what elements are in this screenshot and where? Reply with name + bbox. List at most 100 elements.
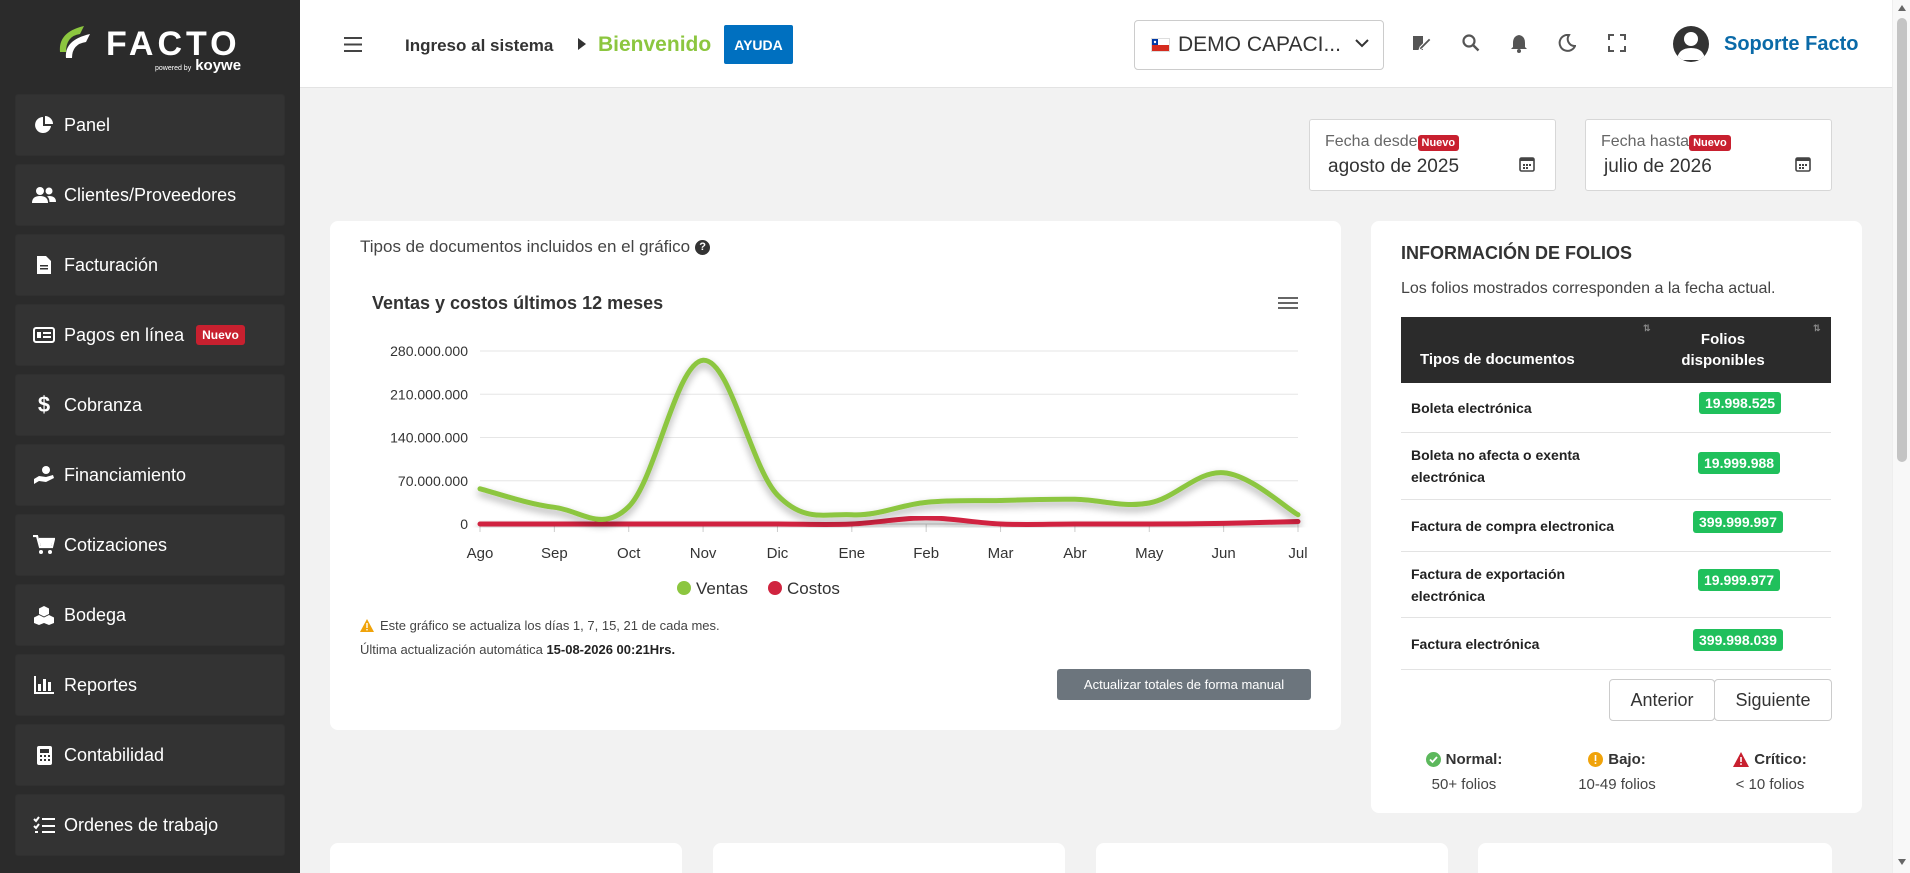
sort-icon[interactable]: ⇅ [1813, 323, 1821, 333]
legend-title: Crítico: [1754, 751, 1807, 768]
col-header-available[interactable]: Folios disponibles [1681, 331, 1765, 369]
table-row: Factura electrónica 399.998.039 [1401, 618, 1831, 670]
legend-desc: 50+ folios [1431, 776, 1497, 793]
sidebar-item-label: Clientes/Proveedores [64, 184, 237, 205]
task-list-icon [31, 814, 57, 836]
doc-types-filter[interactable]: Tipos de documentos incluidos en el gráf… [360, 237, 711, 257]
folio-count-badge: 399.999.997 [1693, 511, 1783, 533]
y-tick-label: 0 [460, 516, 468, 532]
scroll-up-icon[interactable] [1897, 4, 1907, 12]
summary-card [330, 843, 682, 873]
sidebar-item-label: Ordenes de trabajo [64, 814, 219, 835]
breadcrumb-root[interactable]: Ingreso al sistema [405, 36, 554, 55]
brand-partner: powered by koywe [155, 57, 242, 74]
table-row: Factura de exportación electrónica 19.99… [1401, 552, 1831, 618]
document-icon [31, 254, 57, 276]
sidebar-item-clientes[interactable]: Clientes/Proveedores [15, 164, 285, 226]
series-line-costos [477, 515, 1301, 527]
help-button[interactable]: AYUDA [724, 25, 793, 64]
calendar-icon[interactable] [1519, 156, 1535, 172]
table-row: Factura de compra electronica 399.999.99… [1401, 500, 1831, 552]
x-tick-label: Jun [1212, 545, 1236, 562]
sidebar-item-label: Pagos en línea [64, 324, 185, 345]
date-to-field[interactable]: Fecha hasta Nuevo julio de 2026 [1585, 119, 1832, 191]
folios-card: INFORMACIÓN DE FOLIOS Los folios mostrad… [1371, 221, 1862, 813]
doc-type-name: Factura electrónica [1411, 636, 1540, 652]
scroll-down-icon[interactable] [1897, 858, 1907, 866]
search-icon[interactable] [1462, 34, 1480, 52]
sidebar-item-label: Panel [64, 114, 111, 135]
line-chart: 0 70.000.000 140.000.000 210.000.000 280.000… [390, 343, 1307, 598]
doc-type-name: Factura de exportación electrónica [1411, 566, 1566, 604]
sidebar-item-financiamiento[interactable]: Financiamiento [15, 444, 285, 506]
table-row: Boleta no afecta o exenta electrónica 19… [1401, 433, 1831, 500]
brand-name: FACTO [106, 24, 241, 63]
help-question-icon[interactable]: ? [695, 239, 711, 255]
chile-flag-icon [1151, 38, 1170, 52]
summary-card [713, 843, 1065, 873]
moon-icon[interactable] [1558, 34, 1576, 52]
edit-document-icon[interactable] [1412, 34, 1432, 52]
sidebar-item-label: Reportes [64, 674, 138, 695]
legend-label-ventas: Ventas [696, 579, 748, 598]
summary-card [1478, 843, 1832, 873]
manual-update-button[interactable]: Actualizar totales de forma manual [1057, 669, 1311, 700]
sidebar-item-bodega[interactable]: Bodega [15, 584, 285, 646]
sidebar: FACTO powered by koywe Panel Clientes/Pro… [0, 0, 300, 873]
previous-page-button[interactable]: Anterior [1609, 679, 1715, 721]
warning-triangle-icon [1733, 752, 1750, 767]
sidebar-item-label: Cobranza [64, 394, 143, 415]
legend-title: Bajo: [1608, 751, 1646, 768]
avatar[interactable] [1673, 26, 1709, 62]
chart-menu-icon[interactable] [1278, 295, 1298, 311]
dollar-icon: $ [37, 392, 51, 417]
doc-types-label: Tipos de documentos incluidos en el gráf… [360, 237, 691, 256]
boxes-icon [31, 604, 57, 626]
scroll-thumb[interactable] [1897, 18, 1907, 462]
table-header: Tipos de documentos ⇅ Folios disponibles… [1401, 317, 1831, 383]
folio-count-badge: 19.999.977 [1698, 569, 1781, 591]
sidebar-item-pagos[interactable]: Pagos en línea Nuevo [15, 304, 285, 366]
bell-icon[interactable] [1511, 34, 1527, 53]
last-update-value: 15-08-2026 00:21Hrs. [546, 642, 676, 657]
summary-card [1096, 843, 1448, 873]
sidebar-item-cotizaciones[interactable]: Cotizaciones [15, 514, 285, 576]
table-row: Boleta electrónica 19.998.525 [1401, 383, 1831, 433]
sidebar-item-cobranza[interactable]: $ Cobranza [15, 374, 285, 436]
hamburger-menu-icon[interactable] [344, 37, 362, 52]
chevron-down-icon [1355, 39, 1369, 48]
x-tick-label: May [1135, 545, 1164, 562]
sidebar-item-panel[interactable]: Panel [15, 94, 285, 156]
sidebar-item-ordenes[interactable]: Ordenes de trabajo [15, 794, 285, 856]
legend-critico: Crítico: < 10 folios [1705, 751, 1835, 793]
next-page-button[interactable]: Siguiente [1714, 679, 1832, 721]
check-circle-icon [1425, 752, 1441, 767]
sidebar-item-label: Financiamiento [64, 464, 187, 485]
sort-icon[interactable]: ⇅ [1643, 323, 1651, 333]
x-tick-label: Mar [988, 545, 1014, 562]
date-from-field[interactable]: Fecha desde Nuevo agosto de 2025 [1309, 119, 1556, 191]
sidebar-item-facturacion[interactable]: Facturación [15, 234, 285, 296]
company-selector[interactable]: DEMO CAPACI... [1134, 20, 1384, 70]
last-update-label: Última actualización automática [360, 642, 543, 657]
money-bill-icon [31, 324, 57, 346]
brand-logo[interactable]: FACTO powered by koywe [0, 0, 300, 88]
x-tick-label: Abr [1063, 545, 1086, 562]
date-from-label: Fecha desde Nuevo [1325, 133, 1460, 151]
exclamation-circle-icon [1588, 752, 1604, 767]
folio-count-badge: 399.998.039 [1693, 629, 1783, 651]
fullscreen-icon[interactable] [1608, 34, 1626, 52]
user-name[interactable]: Soporte Facto [1724, 33, 1859, 55]
col-header-type[interactable]: Tipos de documentos [1420, 351, 1575, 368]
company-name: DEMO CAPACI... [1178, 33, 1341, 56]
sidebar-item-contabilidad[interactable]: Contabilidad [15, 724, 285, 786]
calendar-icon[interactable] [1795, 156, 1811, 172]
page-scrollbar[interactable] [1892, 0, 1910, 873]
sidebar-item-reportes[interactable]: Reportes [15, 654, 285, 716]
hand-coin-icon [31, 464, 57, 486]
sidebar-item-label: Cotizaciones [64, 534, 168, 555]
update-note: Este gráfico se actualiza los días 1, 7,… [360, 618, 720, 633]
legend-desc: 10-49 folios [1578, 776, 1656, 793]
breadcrumb-current: Bienvenido [598, 33, 712, 56]
sales-chart-card: Tipos de documentos incluidos en el gráf… [330, 221, 1341, 730]
